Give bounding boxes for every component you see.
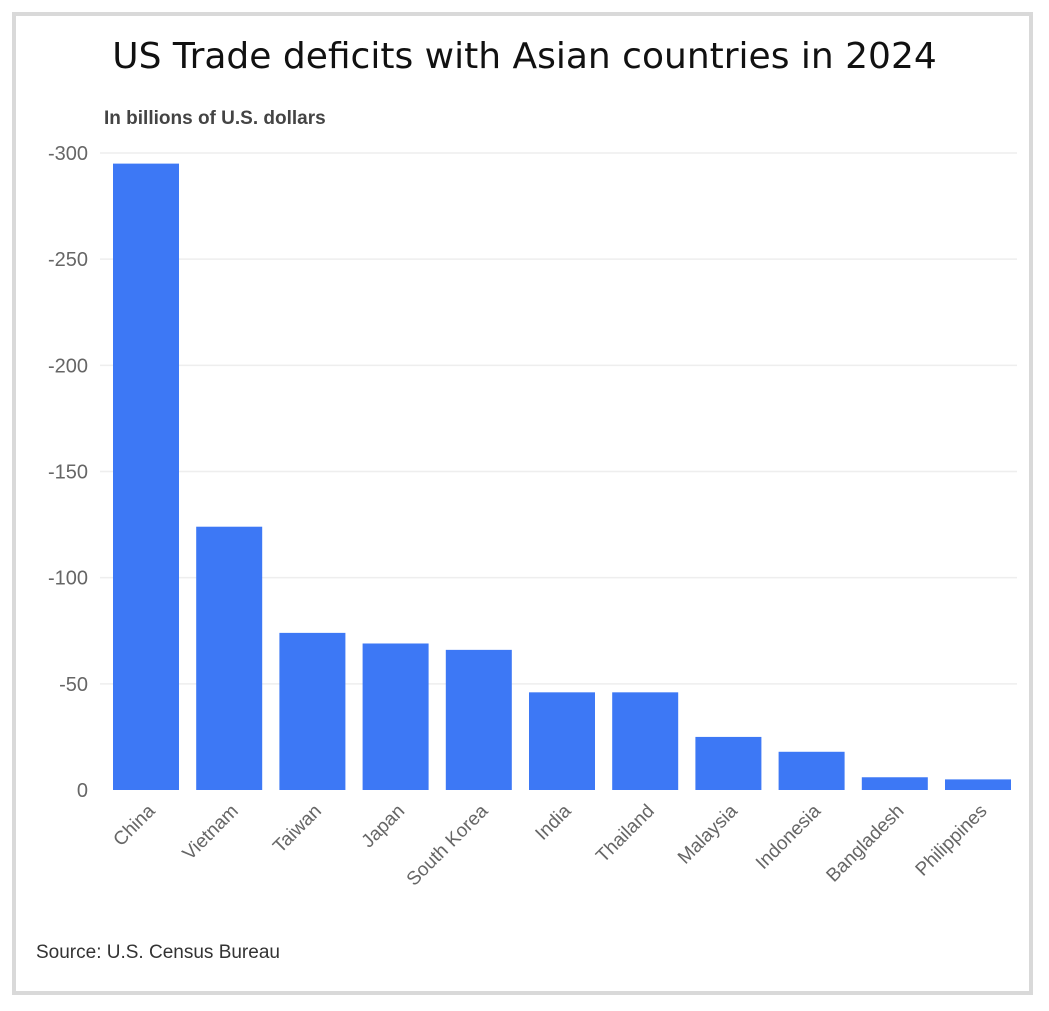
bar-bangladesh	[861, 777, 928, 790]
y-tick-label: -100	[48, 568, 88, 590]
bars	[113, 163, 1011, 790]
x-tick-label: China	[110, 800, 160, 850]
chart-title: US Trade deficits with Asian countries i…	[112, 36, 937, 77]
y-tick-label: -200	[48, 355, 88, 377]
x-tick-label: Taiwan	[269, 801, 326, 858]
y-tick-label: -150	[48, 462, 88, 484]
x-tick-label: Indonesia	[752, 800, 825, 873]
y-tick-label: -250	[48, 249, 88, 271]
bar-south-korea	[445, 649, 512, 790]
chart-frame	[12, 12, 1033, 995]
x-tick-label: Malaysia	[674, 800, 742, 868]
y-axis-ticks: 0 -50 -100 -150 -200 -250 -300	[48, 143, 88, 802]
bar-china	[113, 163, 179, 790]
bar-india	[529, 692, 595, 790]
y-tick-label: -300	[48, 143, 88, 165]
bar-vietnam	[196, 526, 263, 790]
x-tick-label: India	[532, 800, 576, 844]
source-note: Source: U.S. Census Bureau	[36, 942, 280, 963]
x-tick-label: Philippines	[912, 801, 992, 881]
bar-taiwan	[279, 632, 346, 790]
x-tick-label: Thailand	[592, 801, 658, 867]
bar-japan	[362, 643, 429, 790]
y-tick-label: 0	[77, 780, 88, 802]
y-tick-label: -50	[59, 674, 88, 696]
bar-malaysia	[695, 736, 762, 790]
x-tick-label: Bangladesh	[823, 801, 909, 887]
bar-philippines	[945, 779, 1011, 790]
bar-indonesia	[778, 751, 845, 790]
x-tick-label: Vietnam	[179, 801, 243, 865]
bar-thailand	[612, 692, 679, 790]
x-tick-label: Japan	[358, 801, 409, 852]
chart-subtitle: In billions of U.S. dollars	[104, 108, 326, 129]
x-tick-label: South Korea	[403, 800, 493, 890]
